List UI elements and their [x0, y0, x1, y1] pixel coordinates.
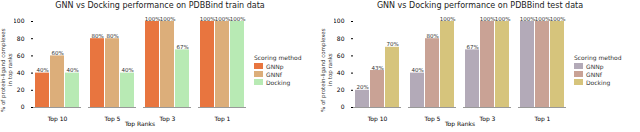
svg-text:80%: 80%	[91, 33, 103, 39]
svg-text:20: 20	[337, 86, 345, 93]
svg-text:100%: 100%	[200, 16, 216, 22]
svg-text:20%: 20%	[356, 84, 368, 90]
svg-text:Top 10: Top 10	[47, 115, 68, 123]
svg-text:40%: 40%	[411, 67, 423, 73]
svg-text:100%: 100%	[495, 16, 511, 22]
svg-text:60%: 60%	[51, 50, 63, 56]
svg-text:Top 10: Top 10	[367, 115, 388, 123]
html-text:Docking: Docking	[586, 78, 611, 86]
svg-text:100%: 100%	[480, 16, 496, 22]
html-text:GNNp: GNNp	[266, 62, 284, 70]
svg-text:70%: 70%	[386, 41, 398, 47]
html-text:Docking: Docking	[266, 78, 291, 86]
svg-text:Top 1: Top 1	[534, 115, 551, 123]
html-text:Scoring method: Scoring method	[574, 53, 622, 61]
html-text:GNN vs Docking performance on: GNN vs Docking performance on PDBBind te…	[376, 1, 584, 10]
svg-text:40: 40	[337, 69, 345, 76]
svg-text:Top Ranks: Top Ranks	[124, 120, 155, 128]
svg-text:43%: 43%	[371, 65, 383, 71]
svg-text:100%: 100%	[230, 16, 246, 22]
svg-text:20: 20	[17, 86, 25, 93]
svg-text:100%: 100%	[550, 16, 566, 22]
svg-text:80%: 80%	[426, 33, 438, 39]
svg-text:67%: 67%	[176, 44, 188, 50]
html-text:% of protein-ligand complexes: % of protein-ligand complexes in top ran…	[320, 28, 333, 112]
svg-text:100%: 100%	[440, 16, 456, 22]
svg-text:0: 0	[341, 103, 345, 110]
svg-text:Top 5: Top 5	[424, 115, 441, 123]
svg-text:40%: 40%	[66, 67, 78, 73]
svg-text:100%: 100%	[215, 16, 231, 22]
svg-text:40%: 40%	[36, 67, 48, 73]
html-text:GNNp: GNNp	[586, 62, 604, 70]
svg-text:80: 80	[337, 35, 345, 42]
svg-text:60: 60	[17, 52, 25, 59]
svg-text:Top Ranks: Top Ranks	[444, 120, 475, 128]
svg-text:Top 1: Top 1	[214, 115, 231, 123]
html-text:GNNf: GNNf	[266, 70, 282, 78]
svg-text:100: 100	[334, 17, 345, 24]
svg-text:Top 3: Top 3	[479, 115, 496, 123]
svg-text:40%: 40%	[121, 67, 133, 73]
svg-text:Top 5: Top 5	[104, 115, 121, 123]
svg-text:100: 100	[14, 17, 25, 24]
svg-text:Top 3: Top 3	[159, 115, 176, 123]
svg-text:67%: 67%	[466, 44, 478, 50]
html-text:% of protein-ligand complexes: % of protein-ligand complexes in top ran…	[0, 28, 13, 112]
svg-text:100%: 100%	[520, 16, 536, 22]
svg-text:0: 0	[21, 103, 25, 110]
svg-text:40: 40	[17, 69, 25, 76]
svg-text:60: 60	[337, 52, 345, 59]
svg-text:80: 80	[17, 35, 25, 42]
html-text:GNN vs Docking performance on: GNN vs Docking performance on PDBBind tr…	[55, 1, 265, 10]
svg-text:80%: 80%	[106, 33, 118, 39]
svg-text:100%: 100%	[160, 16, 176, 22]
html-text:GNNf: GNNf	[586, 70, 602, 78]
svg-text:100%: 100%	[535, 16, 551, 22]
svg-text:100%: 100%	[145, 16, 161, 22]
html-text:Scoring method: Scoring method	[254, 53, 302, 61]
